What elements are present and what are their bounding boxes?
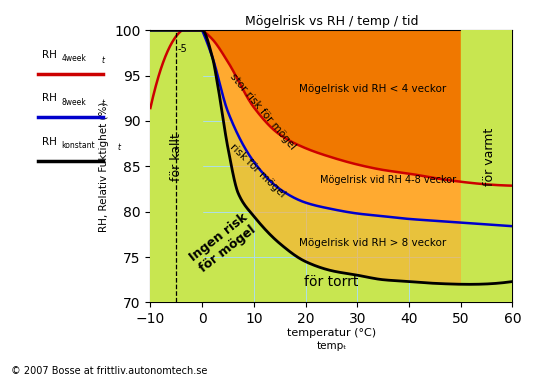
X-axis label: temperatur (°C): temperatur (°C) <box>287 327 376 338</box>
Text: t: t <box>118 143 121 152</box>
Bar <box>461 30 512 302</box>
Title: Mögelrisk vs RH / temp / tid: Mögelrisk vs RH / temp / tid <box>245 15 418 28</box>
Text: Mögelrisk vid RH 4-8 veckor: Mögelrisk vid RH 4-8 veckor <box>320 175 456 185</box>
Text: t: t <box>101 56 105 65</box>
Text: 4week: 4week <box>62 54 86 64</box>
Text: för torrt: för torrt <box>304 276 359 290</box>
Text: 8week: 8week <box>62 98 86 107</box>
Text: RH: RH <box>42 137 57 147</box>
Text: Mögelrisk vid RH > 8 veckor: Mögelrisk vid RH > 8 veckor <box>299 239 446 248</box>
Text: RH: RH <box>42 93 57 103</box>
Y-axis label: RH, Relativ Fuktighet (%): RH, Relativ Fuktighet (%) <box>99 101 109 231</box>
Text: stor risk för mögel: stor risk för mögel <box>228 72 297 152</box>
Text: risk för mögel: risk för mögel <box>228 142 287 200</box>
Text: Ingen risk
för mögel: Ingen risk för mögel <box>187 211 259 276</box>
Text: t: t <box>101 99 105 108</box>
Text: Mögelrisk vid RH < 4 veckor: Mögelrisk vid RH < 4 veckor <box>299 84 446 94</box>
Text: konstant: konstant <box>62 141 95 150</box>
Text: tempₜ: tempₜ <box>316 341 346 350</box>
Bar <box>150 30 202 302</box>
Text: © 2007 Bosse at frittliv.autonomtech.se: © 2007 Bosse at frittliv.autonomtech.se <box>11 366 208 376</box>
Text: för varmt: för varmt <box>483 128 496 186</box>
Text: -5: -5 <box>178 44 188 54</box>
Text: RH: RH <box>42 50 57 60</box>
Text: för kallt: för kallt <box>170 133 183 181</box>
